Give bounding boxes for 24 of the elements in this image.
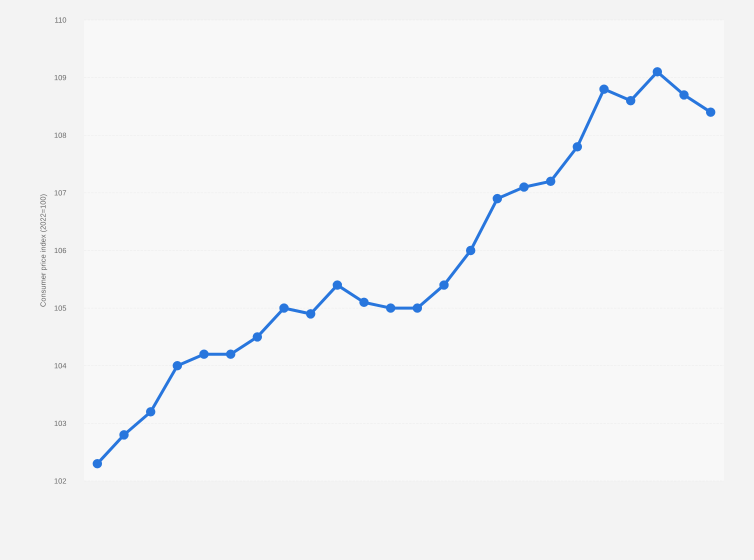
point (226, 350, 236, 359)
point (652, 67, 662, 77)
point (386, 303, 396, 313)
point (146, 407, 156, 417)
point (172, 361, 182, 370)
point (439, 280, 449, 290)
point (706, 107, 716, 117)
point (119, 430, 129, 440)
point (359, 298, 369, 308)
point (626, 96, 636, 106)
point (332, 280, 342, 290)
point (199, 350, 209, 359)
point (466, 246, 476, 256)
point (306, 309, 316, 319)
point (599, 84, 609, 94)
point (252, 332, 262, 342)
point (279, 303, 289, 313)
point (679, 90, 689, 100)
point (92, 458, 102, 468)
point (546, 176, 556, 186)
point (492, 194, 502, 204)
point (572, 142, 582, 152)
point (412, 303, 422, 313)
point (519, 182, 529, 192)
